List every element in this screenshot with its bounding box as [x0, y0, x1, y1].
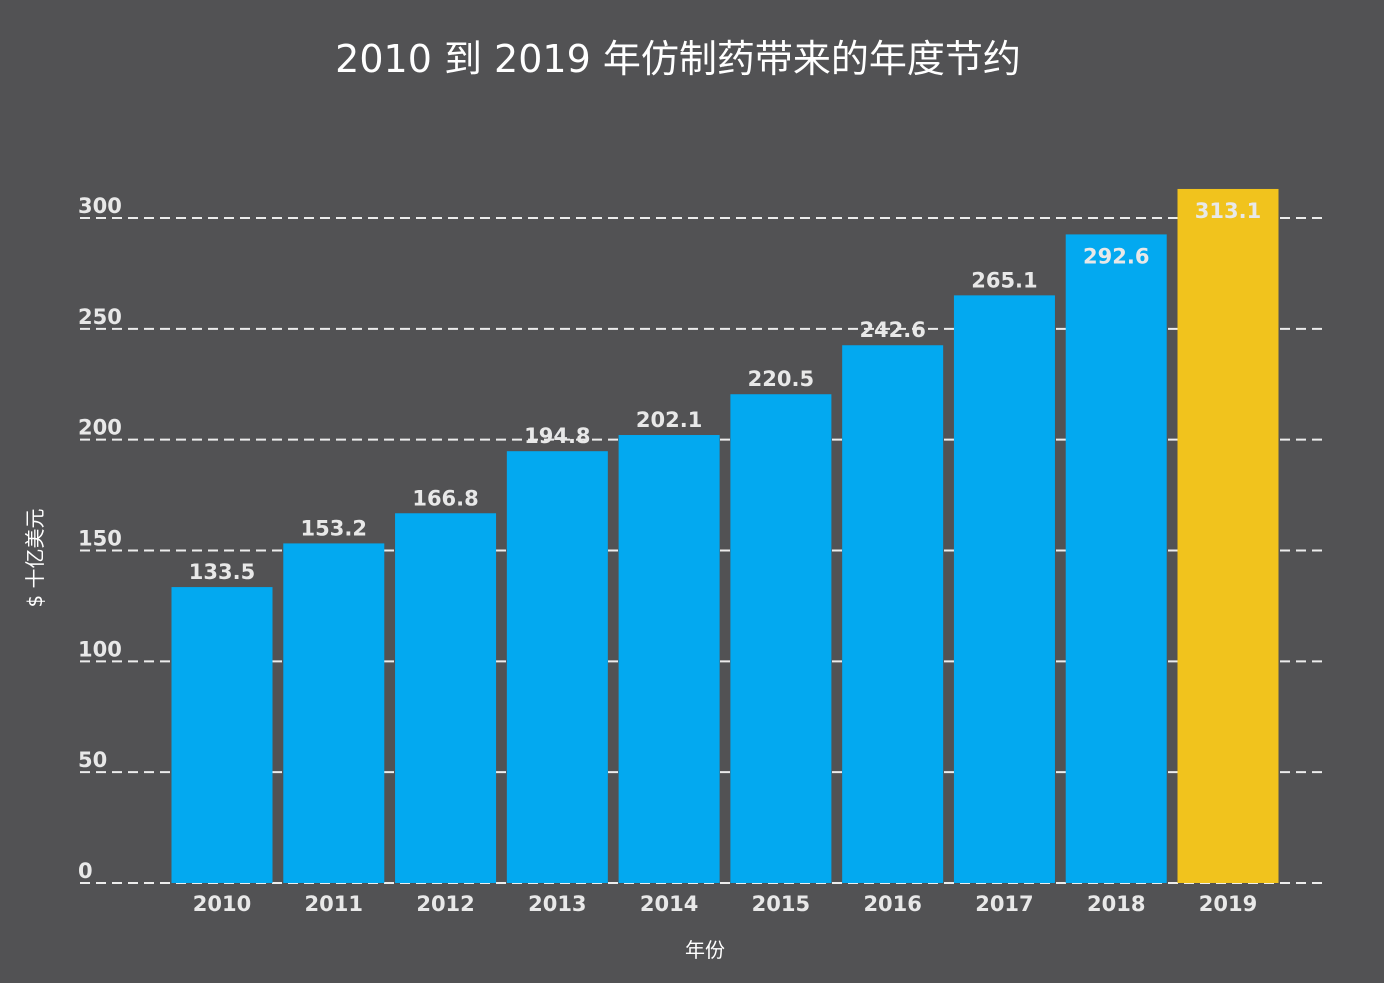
bar-2016 — [842, 345, 944, 883]
y-tick-label: 250 — [78, 305, 122, 329]
y-tick-label: 200 — [78, 416, 122, 440]
y-tick-label: 50 — [78, 748, 107, 772]
x-tick-label-2010: 2010 — [193, 892, 251, 916]
bar-2010 — [171, 587, 273, 883]
value-label-2015: 220.5 — [748, 367, 814, 391]
bar-2018 — [1065, 234, 1167, 884]
bar-2011 — [283, 543, 385, 883]
x-axis-title: 年份 — [685, 938, 725, 962]
x-axis-ticks: 2010 2011 2012 2013 2014 2015 2016 2017 2018 2019 — [193, 892, 1257, 916]
value-label-2010: 133.5 — [189, 560, 255, 584]
value-label-2012: 166.8 — [412, 486, 478, 510]
value-label-2017: 265.1 — [971, 268, 1037, 292]
y-axis-ticks: 0 50 100 150 200 250 300 — [78, 194, 122, 883]
x-tick-label-2013: 2013 — [528, 892, 586, 916]
bar-2015 — [730, 394, 832, 883]
y-tick-label: 300 — [78, 194, 122, 218]
y-tick-label: 100 — [78, 637, 122, 661]
value-label-2018: 292.6 — [1083, 244, 1149, 268]
value-label-2013: 194.8 — [524, 424, 590, 448]
value-label-2014: 202.1 — [636, 408, 702, 432]
bar-2012 — [395, 513, 497, 883]
bar-2019 — [1177, 188, 1279, 883]
bar-2017 — [953, 295, 1055, 883]
y-tick-label: 0 — [78, 859, 93, 883]
x-tick-label-2016: 2016 — [863, 892, 921, 916]
chart-title: 2010 到 2019 年仿制药带来的年度节约 — [335, 37, 1021, 81]
value-label-2016: 242.6 — [859, 318, 925, 342]
value-label-2011: 153.2 — [301, 516, 367, 540]
x-tick-label-2015: 2015 — [752, 892, 810, 916]
value-labels: 133.5 153.2 166.8 194.8 202.1 220.5 242.6 265.1… — [189, 199, 1261, 584]
x-tick-label-2018: 2018 — [1087, 892, 1145, 916]
x-tick-label-2017: 2017 — [975, 892, 1033, 916]
x-tick-label-2011: 2011 — [305, 892, 363, 916]
y-axis-title: $ 十亿美元 — [23, 508, 47, 607]
bar-2014 — [618, 435, 720, 883]
bar-2013 — [506, 451, 608, 883]
x-tick-label-2012: 2012 — [416, 892, 474, 916]
x-tick-label-2014: 2014 — [640, 892, 698, 916]
x-tick-label-2019: 2019 — [1199, 892, 1257, 916]
y-tick-label: 150 — [78, 527, 122, 551]
bars — [171, 188, 1279, 884]
value-label-2019: 313.1 — [1195, 199, 1261, 223]
